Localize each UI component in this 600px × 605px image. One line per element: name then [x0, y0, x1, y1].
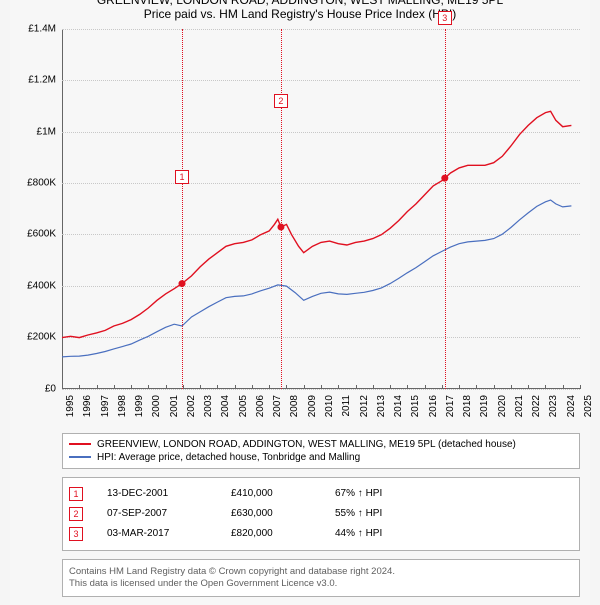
- footer-line2: This data is licensed under the Open Gov…: [69, 578, 573, 590]
- x-axis-label: 2016: [428, 395, 439, 417]
- x-axis-label: 2009: [307, 395, 318, 417]
- x-axis-label: 2002: [186, 395, 197, 417]
- x-axis-label: 2000: [151, 395, 162, 417]
- x-axis-label: 2005: [238, 395, 249, 417]
- x-axis-label: 2010: [324, 395, 335, 417]
- chart-title-block: GREENVIEW, LONDON ROAD, ADDINGTON, WEST …: [20, 0, 580, 21]
- plot-area: £0£200K£400K£600K£800K£1M£1.2M£1.4M123: [62, 29, 580, 389]
- legend-label-hpi: HPI: Average price, detached house, Tonb…: [97, 452, 360, 463]
- marker-row-date: 07-SEP-2007: [107, 508, 207, 519]
- x-axis-labels: 1995 1996 1997 1998 1999 2000 2001 2002 2003 2004…: [62, 393, 580, 425]
- x-axis-label: 2018: [462, 395, 473, 417]
- x-axis-label: 2007: [272, 395, 283, 417]
- x-axis-label: 2012: [359, 395, 370, 417]
- x-axis-label: 2008: [289, 395, 300, 417]
- series-line-hpi: [62, 200, 571, 357]
- legend: GREENVIEW, LONDON ROAD, ADDINGTON, WEST …: [62, 433, 580, 469]
- marker-vline: [445, 29, 446, 389]
- marker-row-date: 13-DEC-2001: [107, 488, 207, 499]
- x-axis-label: 1997: [100, 395, 111, 417]
- y-axis-label: £200K: [27, 332, 62, 343]
- footer-attribution: Contains HM Land Registry data © Crown c…: [62, 559, 580, 598]
- marker-row-price: £410,000: [231, 488, 311, 499]
- marker-row-pct: 44% ↑ HPI: [335, 528, 425, 539]
- y-axis-label: £600K: [27, 229, 62, 240]
- gridline: [62, 389, 580, 390]
- series-line-greenview: [62, 111, 571, 337]
- x-axis-label: 2025: [583, 395, 594, 417]
- x-axis-label: 2004: [220, 395, 231, 417]
- markers-table: 1 13-DEC-2001 £410,000 67% ↑ HPI 2 07-SEP-200…: [62, 477, 580, 551]
- x-axis-label: 2023: [548, 395, 559, 417]
- y-axis-label: £1.2M: [28, 75, 62, 86]
- x-axis-label: 1995: [65, 395, 76, 417]
- chart-container: GREENVIEW, LONDON ROAD, ADDINGTON, WEST …: [10, 0, 590, 605]
- marker-row: 2 07-SEP-2007 £630,000 55% ↑ HPI: [69, 504, 573, 524]
- marker-row-price: £630,000: [231, 508, 311, 519]
- y-axis-label: £1M: [37, 126, 62, 137]
- marker-row-pct: 67% ↑ HPI: [335, 488, 425, 499]
- x-axis-label: 2015: [410, 395, 421, 417]
- x-axis-label: 2019: [479, 395, 490, 417]
- x-axis-label: 2006: [255, 395, 266, 417]
- marker-box-1: 1: [175, 170, 189, 184]
- marker-row-price: £820,000: [231, 528, 311, 539]
- y-axis-label: £800K: [27, 177, 62, 188]
- x-axis-label: 1996: [82, 395, 93, 417]
- legend-item-hpi: HPI: Average price, detached house, Tonb…: [69, 451, 573, 464]
- x-axis-label: 2024: [566, 395, 577, 417]
- footer-line1: Contains HM Land Registry data © Crown c…: [69, 566, 573, 578]
- y-axis-label: £400K: [27, 280, 62, 291]
- marker-row-pct: 55% ↑ HPI: [335, 508, 425, 519]
- y-axis-label: £0: [45, 383, 62, 394]
- marker-vline: [281, 29, 282, 389]
- legend-swatch-hpi: [69, 456, 91, 458]
- legend-swatch-greenview: [69, 443, 91, 445]
- marker-box-2: 2: [274, 94, 288, 108]
- marker-row-num: 3: [69, 527, 83, 541]
- x-axis-label: 2003: [203, 395, 214, 417]
- x-axis-label: 2022: [531, 395, 542, 417]
- marker-row-date: 03-MAR-2017: [107, 528, 207, 539]
- legend-item-greenview: GREENVIEW, LONDON ROAD, ADDINGTON, WEST …: [69, 438, 573, 451]
- x-axis-label: 2021: [514, 395, 525, 417]
- marker-row-num: 1: [69, 487, 83, 501]
- marker-row: 1 13-DEC-2001 £410,000 67% ↑ HPI: [69, 484, 573, 504]
- marker-row: 3 03-MAR-2017 £820,000 44% ↑ HPI: [69, 524, 573, 544]
- x-axis-label: 2011: [341, 395, 352, 417]
- x-axis-label: 2020: [497, 395, 508, 417]
- chart-title-line1: GREENVIEW, LONDON ROAD, ADDINGTON, WEST …: [20, 0, 580, 7]
- y-axis-label: £1.4M: [28, 23, 62, 34]
- legend-label-greenview: GREENVIEW, LONDON ROAD, ADDINGTON, WEST …: [97, 439, 516, 450]
- x-axis-label: 2014: [393, 395, 404, 417]
- marker-box-3: 3: [438, 11, 452, 25]
- plot-svg: [62, 29, 580, 389]
- x-axis-label: 1998: [117, 395, 128, 417]
- marker-vline: [182, 29, 183, 389]
- chart-title-line2: Price paid vs. HM Land Registry's House …: [20, 7, 580, 21]
- x-axis-label: 1999: [134, 395, 145, 417]
- x-axis-label: 2001: [169, 395, 180, 417]
- x-tick: [580, 385, 581, 389]
- x-axis-label: 2017: [445, 395, 456, 417]
- marker-row-num: 2: [69, 507, 83, 521]
- x-axis-label: 2013: [376, 395, 387, 417]
